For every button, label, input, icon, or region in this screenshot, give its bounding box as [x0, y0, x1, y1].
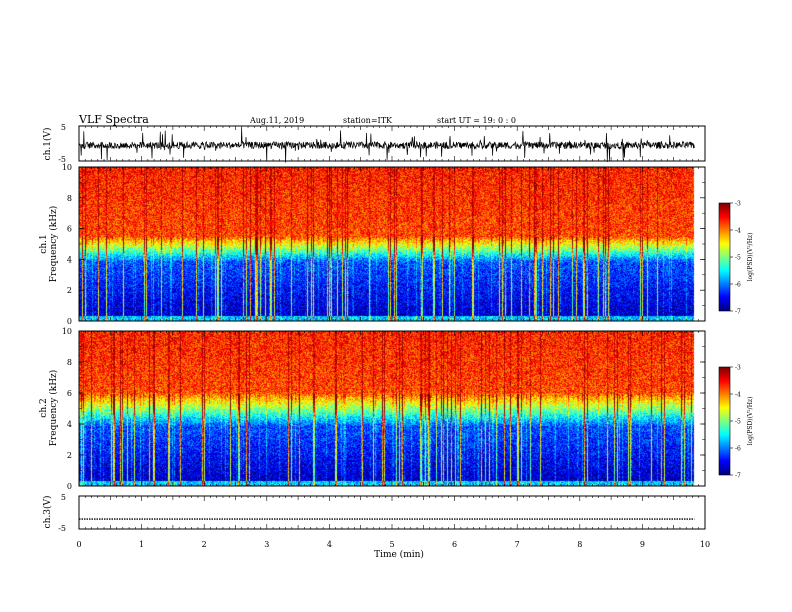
time-tick-label: 6 [452, 540, 457, 549]
freq-tick-label: 4 [67, 255, 72, 264]
colorbar-tick-label: -5 [735, 419, 741, 426]
ch1-waveform-panel: 5 -5 ch.1(V) [42, 123, 706, 164]
ch2-colorbar-label: log(PSD)(V²/Hz) [747, 397, 754, 446]
ch1-colorbar-label: log(PSD)(V²/Hz) [747, 233, 754, 282]
ch1-freq-axis-label: Frequency (kHz) [48, 206, 59, 283]
colorbar-tick-label: -3 [735, 365, 741, 372]
ch1-freq-ticks: 0 2 4 6 8 10 [62, 163, 705, 326]
ch1-ylabel: ch.1(V) [42, 128, 53, 161]
ch1-colorbar: -3 -4 -5 -6 -7 log(PSD)(V²/Hz) [718, 201, 754, 316]
freq-tick-label: 0 [67, 317, 72, 326]
freq-tick-label: 10 [62, 327, 72, 336]
time-axis-tick-labels: 0 1 2 3 4 5 6 7 8 9 10 [76, 540, 710, 549]
ch2-freq-axis-label: Frequency (kHz) [48, 370, 59, 447]
time-tick-label: 7 [515, 540, 520, 549]
time-tick-label: 0 [76, 540, 81, 549]
ch1-spec-label: ch.1 [39, 234, 49, 253]
time-axis-label: Time (min) [374, 549, 424, 560]
colorbar-tick-label: -7 [735, 309, 741, 316]
ch2-freq-ticks: 0 2 4 6 8 10 [62, 327, 705, 491]
ch2-colorbar-gradient [719, 367, 730, 475]
colorbar-tick-label: -6 [735, 446, 741, 453]
ch1-waveform-trace [78, 127, 695, 163]
freq-tick-label: 6 [67, 389, 72, 398]
freq-tick-label: 2 [67, 286, 72, 295]
ch1-spec-x-ticks [78, 167, 706, 321]
ch3-waveform-panel: 5 -5 ch.3(V) [42, 493, 706, 533]
colorbar-tick-label: -4 [735, 392, 741, 399]
ch2-spec-x-ticks [78, 331, 706, 486]
ch1-spectrogram-image [79, 167, 705, 321]
ch2-colorbar-ticks: -3 -4 -5 -6 -7 [730, 365, 741, 480]
time-tick-label: 3 [264, 540, 269, 549]
time-tick-label: 4 [327, 540, 332, 549]
ch2-spectrogram-panel: 0 2 4 6 8 10 ch.2 Frequency (kHz) [39, 327, 706, 491]
freq-tick-label: 8 [67, 194, 72, 203]
freq-tick-label: 8 [67, 358, 72, 367]
station-label: station=ITK [343, 116, 393, 125]
ch1-colorbar-gradient [719, 203, 730, 311]
ch2-spec-label: ch.2 [39, 398, 49, 417]
ch2-colorbar: -3 -4 -5 -6 -7 log(PSD)(V²/Hz) [718, 365, 754, 480]
time-tick-label: 2 [202, 540, 207, 549]
freq-tick-label: 10 [62, 163, 72, 172]
time-tick-label: 1 [139, 540, 144, 549]
time-tick-label: 9 [640, 540, 645, 549]
start-time-label: start UT = 19: 0 : 0 [437, 116, 516, 125]
ch3-ytick-top: 5 [61, 493, 66, 502]
freq-tick-label: 4 [67, 420, 72, 429]
ch1-colorbar-ticks: -3 -4 -5 -6 -7 [730, 201, 741, 316]
ch1-x-ticks [78, 126, 706, 161]
ch1-ytick-top: 5 [61, 123, 66, 132]
colorbar-tick-label: -7 [735, 473, 741, 480]
ch3-ytick-bottom: -5 [58, 524, 66, 533]
ch1-ytick-bottom: -5 [58, 155, 66, 164]
figure-title: VLF Spectra [78, 113, 149, 126]
colorbar-tick-label: -5 [735, 255, 741, 262]
freq-tick-label: 0 [67, 482, 72, 491]
ch3-x-ticks [78, 496, 706, 529]
ch2-spectrogram-image [79, 331, 705, 486]
freq-tick-label: 6 [67, 225, 72, 234]
freq-tick-label: 2 [67, 451, 72, 460]
date-label: Aug.11, 2019 [249, 116, 304, 125]
colorbar-tick-label: -4 [735, 228, 741, 235]
colorbar-tick-label: -3 [735, 201, 741, 208]
ch1-spectrogram-panel: 0 2 4 6 8 10 ch.1 Frequency (kHz) [39, 163, 706, 326]
time-tick-label: 10 [700, 540, 710, 549]
time-tick-label: 5 [389, 540, 394, 549]
ch3-ylabel: ch.3(V) [42, 496, 53, 529]
time-tick-label: 8 [577, 540, 582, 549]
colorbar-tick-label: -6 [735, 282, 741, 289]
